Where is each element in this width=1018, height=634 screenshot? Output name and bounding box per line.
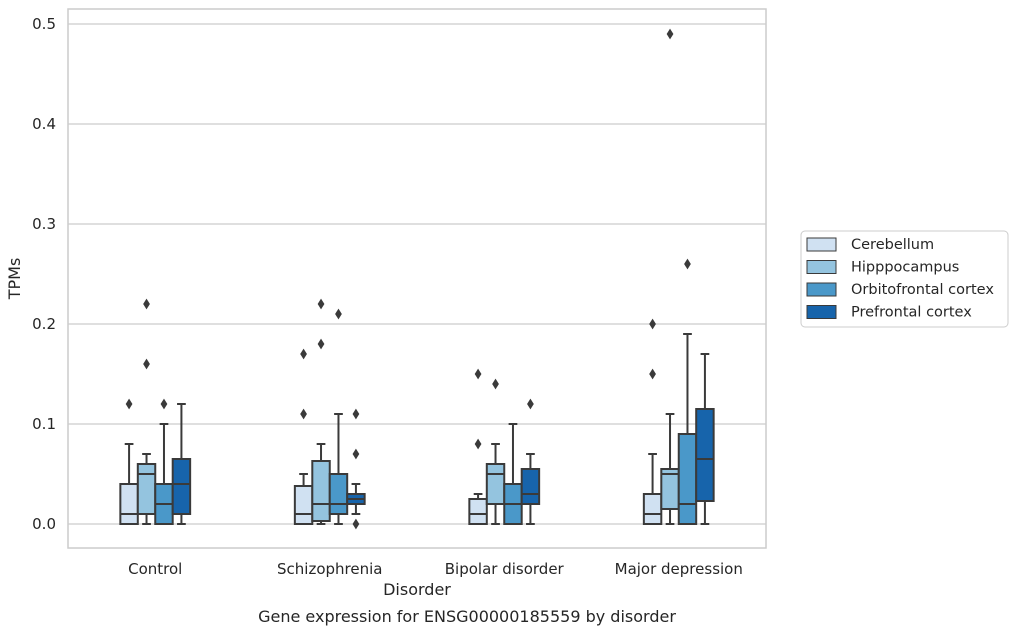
y-tick-label: 0.4 [32,115,56,133]
outlier-point [352,408,360,420]
legend: Cerebellum Hipppocampus Orbitofrontal cort… [800,230,1009,328]
outlier-point [143,358,150,370]
box-body [328,473,349,515]
y-tick-label: 0.3 [32,215,56,233]
box-cerebellum-2 [468,368,488,525]
legend-label: Prefrontal cortex [851,305,972,321]
outlier-point [527,398,534,410]
y-tick-label: 0.5 [32,15,56,33]
legend-swatch [806,237,837,252]
box-body [485,463,506,505]
y-tick-label: 0.1 [32,415,56,433]
outlier-point [160,398,168,410]
legend-swatch [806,305,837,319]
box-plots [119,28,715,530]
outlier-point [684,258,691,270]
box-body [695,408,715,502]
outlier-point [143,298,150,310]
plot-frame [67,8,767,549]
box-prefrontal-cortex-1 [346,408,366,530]
outlier-point [666,28,674,40]
legend-item: Hipppocampus [806,260,959,276]
legend-swatch [806,282,837,297]
box-body [311,460,331,522]
box-body [119,483,139,525]
y-tick-label: 0.0 [32,515,56,533]
box-body [171,458,192,515]
x-tick-label: Major depression [615,560,743,578]
outlier-point [317,338,325,350]
box-orbitofrontal-cortex-1 [328,308,349,525]
box-body [642,493,663,525]
outlier-point [300,408,307,420]
y-tick-labels: 0.0 0.1 0.2 0.3 0.4 0.5 [32,15,56,533]
box-body [468,498,488,525]
legend-item: Orbitofrontal cortex [806,282,994,298]
box-body [136,463,157,515]
x-tick-label: Control [128,560,182,578]
legend-box [800,230,1009,328]
box-body [520,468,541,505]
box-body [293,485,314,525]
outlier-point [125,398,133,410]
legend-swatch [806,260,837,274]
outlier-point [352,448,360,460]
y-tick-label: 0.2 [32,315,56,333]
legend-label: Cerebellum [851,237,934,253]
x-tick-label: Bipolar disorder [445,560,565,578]
outlier-point [317,298,325,310]
x-tick-labels: Control Schizophrenia Bipolar disorder Majo… [128,560,743,578]
outlier-point [352,518,360,530]
outlier-point [649,318,656,330]
chart-caption: Gene expression for ENSG00000185559 by d… [258,607,676,626]
outlier-point [474,368,482,380]
outlier-point [649,368,656,380]
legend-label: Orbitofrontal cortex [851,282,994,298]
legend-item: Cerebellum [806,237,934,253]
y-axis-label: TPMs [5,258,24,301]
x-axis-label: Disorder [383,580,451,599]
box-prefrontal-cortex-3 [695,353,715,525]
box-orbitofrontal-cortex-2 [503,423,523,525]
box-cerebellum-3 [642,318,663,525]
outlier-point [335,308,342,320]
x-tick-label: Schizophrenia [277,560,382,578]
outlier-point [300,348,307,360]
outlier-point [474,438,482,450]
box-prefrontal-cortex-2 [520,398,541,525]
box-prefrontal-cortex-0 [171,403,192,525]
box-body [677,433,698,525]
outlier-point [492,378,499,390]
legend-label: Hipppocampus [851,260,959,276]
legend-item: Prefrontal cortex [806,305,972,321]
